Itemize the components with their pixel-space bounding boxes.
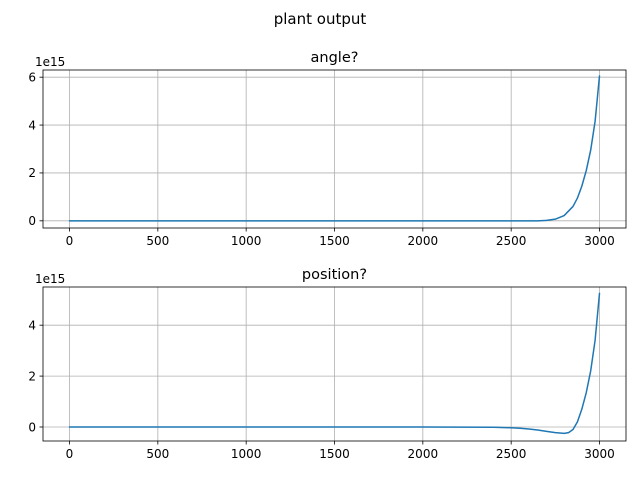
y-offset-label: 1e15 [35,272,65,286]
y-tick-label: 0 [28,420,36,434]
y-tick-label: 0 [28,214,36,228]
plots: 0 500 1000 1500 2000 2500 3000 0 2 4 6 angle? 1e15 0 5… [28,50,627,461]
axes-2: 0 500 1000 1500 2000 2500 3000 0 2 4 position? 1e15 [28,267,627,461]
x-tick-label: 2500 [496,447,527,461]
x-tick-label: 0 [66,234,74,248]
x-tick-label: 2000 [408,447,439,461]
y-tick-label: 2 [28,166,36,180]
y-offset-label: 1e15 [35,55,65,69]
x-tick-label: 1000 [231,447,262,461]
series-line-1 [68,75,601,222]
y-tick-label: 6 [28,70,36,84]
y-tick-label: 4 [28,118,36,132]
x-tick-label: 500 [146,234,169,248]
series-line-1 [68,292,601,435]
x-tick-label: 3000 [584,447,615,461]
axes-title: angle? [311,50,359,66]
x-tick-label: 2000 [408,234,439,248]
y-tick-label: 4 [28,318,36,332]
x-tick-label: 1000 [231,234,262,248]
figure-suptitle: plant output [274,10,367,28]
axes-title: position? [302,267,367,283]
x-tick-label: 1500 [319,447,350,461]
x-tick-label: 2500 [496,234,527,248]
x-tick-label: 1500 [319,234,350,248]
y-tick-label: 2 [28,369,36,383]
axes-1: 0 500 1000 1500 2000 2500 3000 0 2 4 6 angle? 1e15 [28,50,627,248]
x-tick-label: 500 [146,447,169,461]
x-tick-label: 0 [66,447,74,461]
x-tick-label: 3000 [584,234,615,248]
